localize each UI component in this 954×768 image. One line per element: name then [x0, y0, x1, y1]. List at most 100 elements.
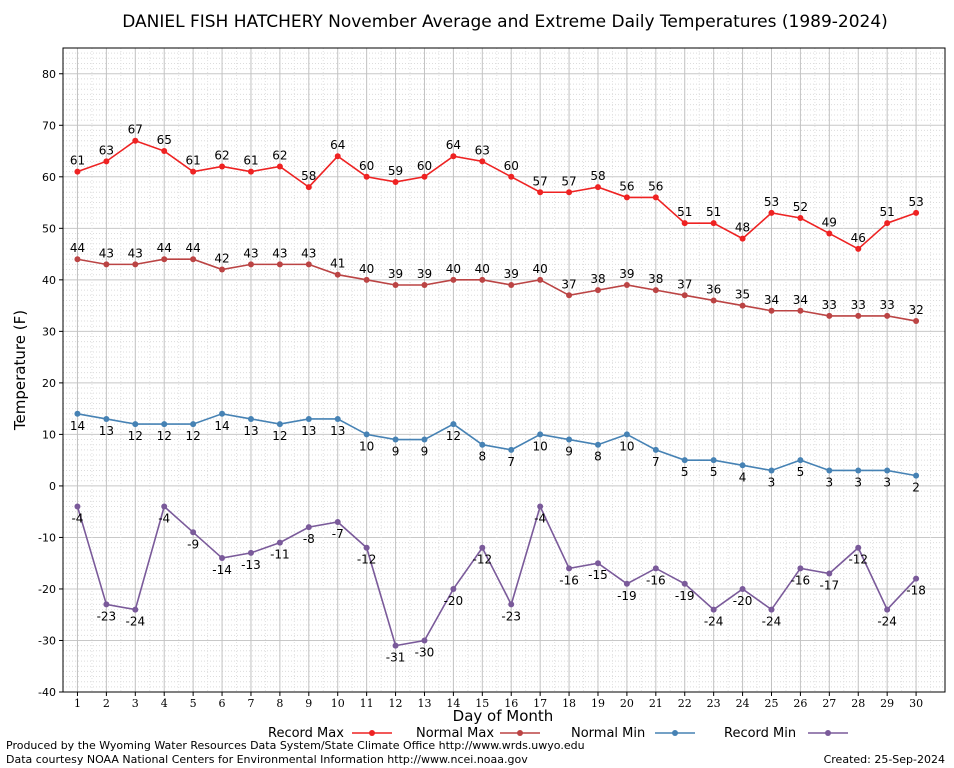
record-min-data-label: -9: [187, 537, 199, 551]
x-tick-label: 18: [562, 697, 576, 710]
x-tick-label: 8: [276, 697, 283, 710]
legend-label-record-max: Record Max: [268, 726, 344, 741]
y-tick-label: 50: [42, 222, 56, 235]
record-max-point: [363, 173, 370, 180]
normal-max-data-label: 43: [272, 246, 287, 260]
x-tick-label: 14: [446, 697, 460, 710]
record-max-data-label: 61: [243, 154, 258, 168]
record-min-data-label: -16: [559, 573, 579, 587]
x-tick-label: 19: [591, 697, 605, 710]
x-axis-ticks: 1 2 3 4 5 6 7 8 9 10 11 12 13 14 15 16 17 18 19 20 21 22 23 24 2…: [74, 692, 923, 710]
normal-min-point: [219, 410, 226, 417]
normal-min-data-label: 3: [768, 475, 776, 489]
record-min-data-label: -20: [733, 594, 753, 608]
record-min-data-label: -11: [270, 548, 290, 562]
legend-marker-record-min: [825, 730, 831, 736]
record-min-point: [305, 524, 312, 531]
normal-max-data-label: 33: [822, 298, 837, 312]
normal-max-data-label: 44: [157, 241, 172, 255]
record-max-data-label: 61: [185, 154, 200, 168]
normal-min-point: [710, 457, 717, 464]
normal-min-data-label: 3: [883, 475, 891, 489]
normal-min-data-label: 3: [826, 475, 834, 489]
record-max-data-label: 62: [214, 148, 229, 162]
record-min-point: [392, 642, 399, 649]
record-min-data-label: -8: [303, 532, 315, 546]
x-tick-label: 20: [620, 697, 634, 710]
normal-max-point: [537, 276, 544, 283]
normal-min-point: [797, 457, 804, 464]
record-min-data-label: -18: [906, 584, 926, 598]
y-tick-label: -20: [38, 583, 56, 596]
x-tick-label: 10: [331, 697, 345, 710]
record-max-point: [797, 215, 804, 222]
record-min-point: [161, 503, 168, 510]
x-tick-label: 29: [880, 697, 894, 710]
normal-max-point: [739, 302, 746, 309]
normal-min-line: [77, 412, 917, 477]
record-min-data-label: -4: [158, 512, 170, 526]
legend-marker-normal-max: [517, 730, 523, 736]
record-min-point: [450, 585, 457, 592]
normal-min-data-label: 12: [185, 429, 200, 443]
y-tick-label: -40: [38, 686, 56, 699]
record-min-data-label: -19: [617, 589, 637, 603]
y-tick-label: 80: [42, 68, 56, 81]
normal-min-point: [768, 467, 775, 474]
normal-max-point: [161, 256, 168, 263]
normal-min-point: [566, 436, 573, 443]
record-max-point: [479, 158, 486, 165]
record-max-data-label: 57: [533, 174, 548, 188]
normal-max-point: [392, 281, 399, 288]
y-tick-label: 0: [49, 480, 56, 493]
record-max-point: [276, 163, 283, 170]
x-tick-label: 11: [360, 697, 374, 710]
normal-max-point: [479, 276, 486, 283]
normal-min-data-label: 9: [392, 445, 400, 459]
record-min-point: [363, 544, 370, 551]
normal-max-point: [190, 256, 197, 263]
normal-min-data-label: 5: [710, 465, 718, 479]
normal-min-data-label: 14: [70, 419, 85, 433]
record-max-point: [739, 235, 746, 242]
record-min-point: [132, 606, 139, 613]
normal-max-data-label: 43: [243, 246, 258, 260]
normal-max-point: [305, 261, 312, 268]
normal-max-point: [508, 281, 515, 288]
record-min-data-label: -31: [386, 651, 406, 665]
normal-max-data-label: 33: [880, 298, 895, 312]
normal-min-data-label: 3: [854, 475, 862, 489]
normal-min-point: [132, 421, 139, 428]
normal-min-data-label: 7: [652, 455, 660, 469]
record-max-point: [537, 189, 544, 196]
normal-min-data-label: 9: [421, 445, 429, 459]
x-tick-label: 26: [793, 697, 807, 710]
x-tick-label: 22: [678, 697, 692, 710]
record-max-data-label: 58: [301, 169, 316, 183]
record-max-data-label: 52: [793, 200, 808, 214]
normal-max-data-label: 41: [330, 257, 345, 271]
normal-max-point: [623, 281, 630, 288]
normal-min-data-label: 10: [619, 439, 634, 453]
normal-min-data-label: 7: [507, 455, 515, 469]
normal-max-point: [132, 261, 139, 268]
normal-max-data-label: 35: [735, 288, 750, 302]
record-min-data-label: -23: [501, 609, 521, 623]
normal-max-data-label: 44: [70, 241, 85, 255]
plot-area: [62, 47, 946, 693]
normal-max-point: [450, 276, 457, 283]
normal-min-data-label: 13: [301, 424, 316, 438]
x-tick-label: 25: [764, 697, 778, 710]
normal-min-point: [479, 441, 486, 448]
normal-max-point: [797, 307, 804, 314]
record-min-data-label: -7: [332, 527, 344, 541]
record-max-point: [74, 168, 81, 175]
record-max-point: [710, 220, 717, 227]
y-tick-label: -10: [38, 531, 56, 544]
grid-lines: [63, 47, 945, 693]
record-min-data-label: -4: [534, 512, 546, 526]
x-axis-label: Day of Month: [453, 707, 554, 725]
normal-max-point: [74, 256, 81, 263]
x-tick-label: 16: [504, 697, 518, 710]
